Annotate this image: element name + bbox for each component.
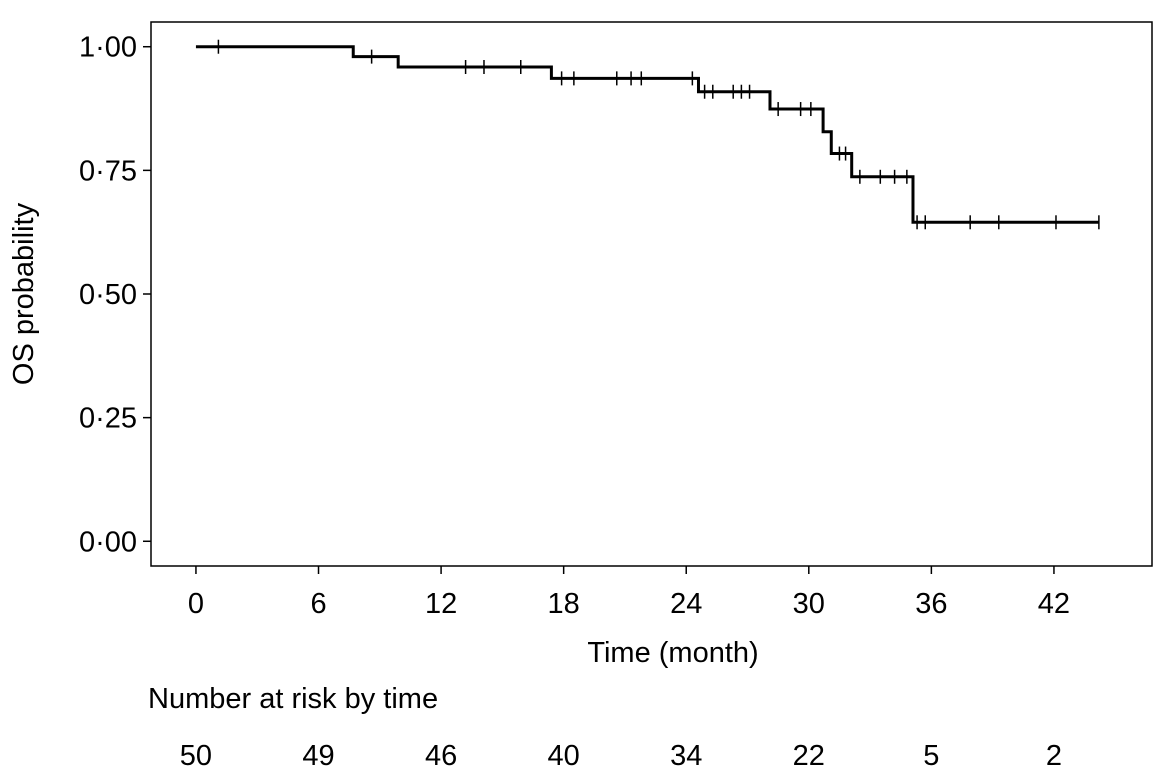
x-tick-label: 18 — [548, 588, 580, 620]
survival-curve — [195, 45, 1099, 224]
x-tick-label: 24 — [670, 588, 702, 620]
y-axis-title: OS probability — [8, 202, 40, 385]
risk-count: 50 — [180, 740, 212, 772]
y-tick-label: 0·00 — [79, 526, 137, 558]
y-tick-label: 0·50 — [79, 279, 137, 311]
x-tick-label: 36 — [915, 588, 947, 620]
risk-count: 2 — [1046, 740, 1062, 772]
risk-table-title: Number at risk by time — [148, 683, 438, 715]
y-tick-label: 1·00 — [79, 32, 137, 64]
risk-count: 34 — [670, 740, 702, 772]
risk-count: 49 — [302, 740, 334, 772]
x-axis-title: Time (month) — [587, 637, 758, 669]
risk-count: 22 — [793, 740, 825, 772]
x-tick-label: 12 — [425, 588, 457, 620]
risk-count: 46 — [425, 740, 457, 772]
x-tick-label: 6 — [310, 588, 326, 620]
x-tick-label: 0 — [188, 588, 204, 620]
risk-count: 40 — [548, 740, 580, 772]
risk-count: 5 — [923, 740, 939, 772]
x-tick-label: 42 — [1038, 588, 1070, 620]
x-tick-label: 30 — [793, 588, 825, 620]
y-tick-label: 0·25 — [79, 403, 137, 435]
plot-panel-frame — [150, 21, 1153, 567]
y-tick-label: 0·75 — [79, 155, 137, 187]
